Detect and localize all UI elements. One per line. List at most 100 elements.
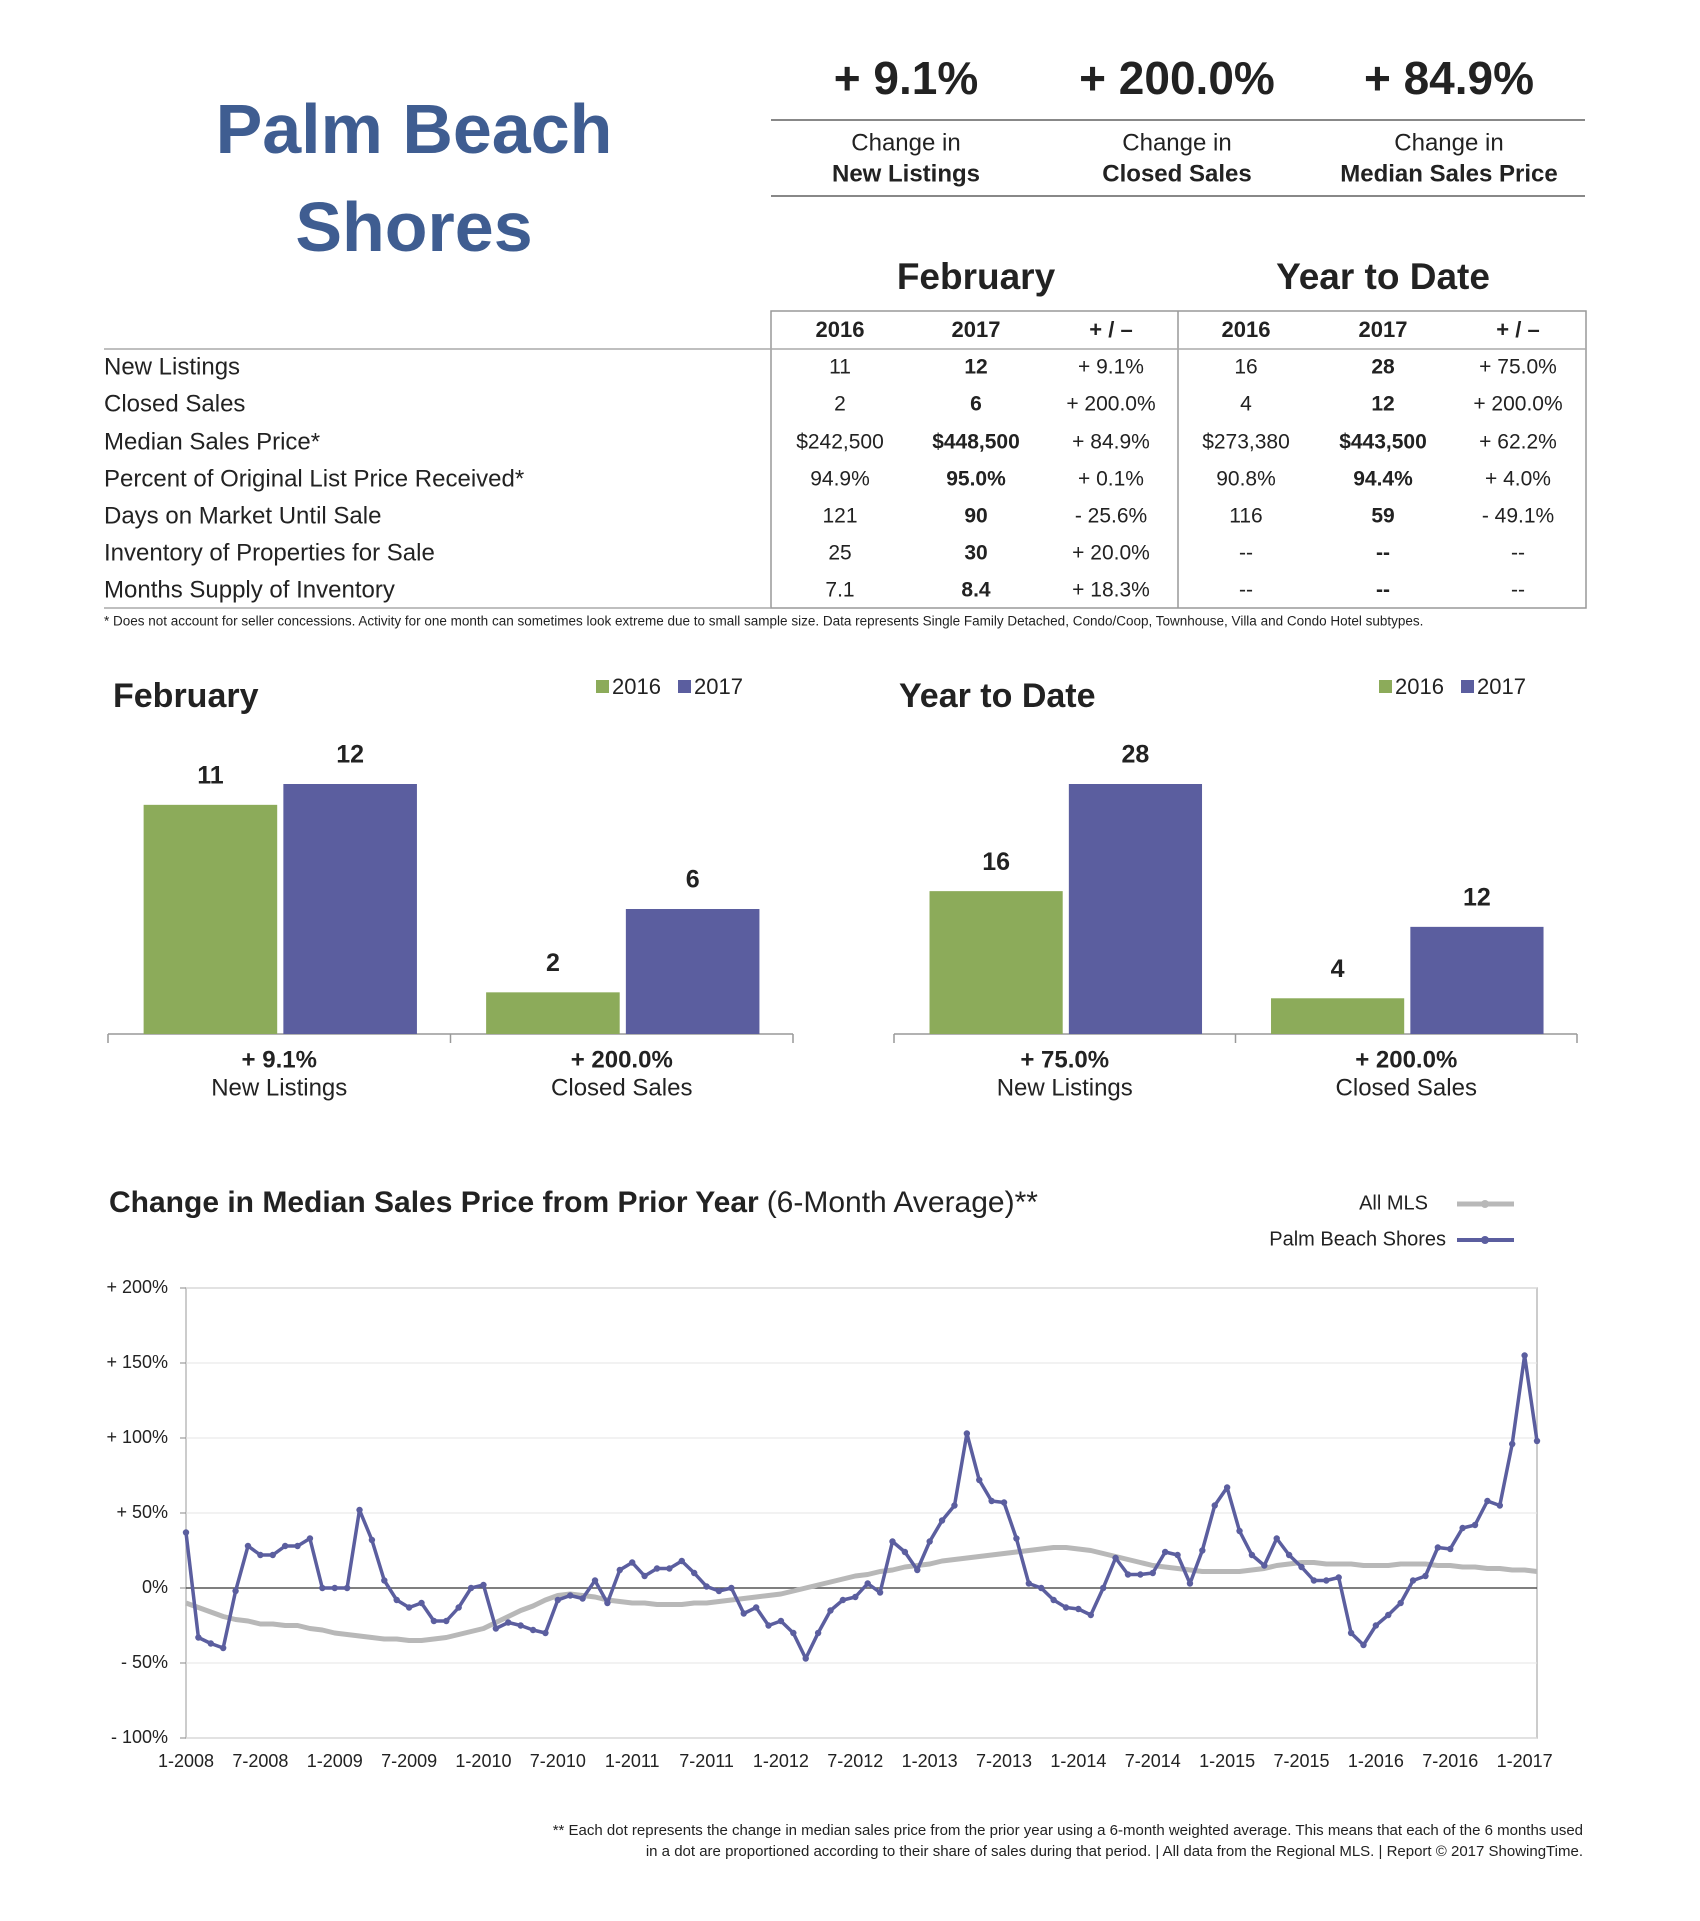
category-label: New Listings — [211, 1074, 347, 1101]
table-cell: $443,500 — [1339, 431, 1427, 454]
x-tick-label: 7-2012 — [827, 1751, 883, 1771]
value-label: 12 — [336, 741, 364, 769]
point — [356, 1506, 363, 1514]
point — [343, 1584, 351, 1592]
point — [591, 1577, 599, 1584]
point — [405, 1604, 413, 1611]
table-cell: 11 — [829, 356, 851, 379]
table-cell: + 62.2% — [1479, 431, 1557, 454]
point — [542, 1629, 549, 1637]
point — [852, 1593, 859, 1601]
summary-label: Change in — [1122, 129, 1231, 156]
table-cell: + 18.3% — [1072, 579, 1150, 602]
table-footnote: * Does not account for seller concession… — [104, 614, 1423, 629]
legend-label: 2016 — [1395, 674, 1444, 699]
point — [1124, 1571, 1132, 1578]
point — [876, 1589, 884, 1596]
row-label: New Listings — [104, 353, 240, 380]
series-line — [185, 1545, 1538, 1643]
x-tick-label: 1-2010 — [455, 1751, 511, 1771]
legend-swatch — [596, 680, 609, 693]
x-tick-label: 1-2015 — [1199, 1751, 1255, 1771]
point — [467, 1584, 475, 1592]
point — [1422, 1572, 1429, 1580]
table-cell: 12 — [964, 356, 987, 379]
point — [1471, 1521, 1479, 1529]
point — [678, 1557, 685, 1565]
point — [368, 1536, 376, 1544]
point — [1347, 1629, 1355, 1637]
x-tick-label: 1-2012 — [753, 1751, 809, 1771]
point — [1397, 1599, 1404, 1607]
point — [1323, 1577, 1330, 1584]
point — [740, 1610, 747, 1617]
table-cell: 95.0% — [946, 468, 1006, 491]
bar — [143, 804, 278, 1034]
table-cell: -- — [1239, 542, 1253, 565]
point — [827, 1607, 834, 1614]
point — [914, 1566, 921, 1574]
point — [1533, 1437, 1541, 1445]
table-column: 2016 — [1222, 317, 1271, 342]
point — [926, 1538, 933, 1545]
table-cell: 6 — [970, 393, 982, 416]
table-cell: 4 — [1240, 393, 1252, 416]
value-label: 28 — [1122, 741, 1150, 769]
table-cell: - 49.1% — [1482, 505, 1554, 528]
table-column: 2016 — [816, 317, 865, 342]
point — [1211, 1502, 1218, 1509]
legend-label: 2017 — [1477, 674, 1526, 699]
x-tick-label: 7-2011 — [679, 1751, 734, 1771]
x-tick-label: 1-2009 — [307, 1751, 363, 1771]
point — [219, 1644, 227, 1652]
point — [1360, 1641, 1367, 1649]
point — [1459, 1524, 1466, 1532]
point — [653, 1565, 661, 1572]
point — [1484, 1497, 1491, 1505]
point — [765, 1622, 772, 1629]
point — [1161, 1548, 1169, 1556]
point — [901, 1548, 909, 1556]
point — [1261, 1562, 1268, 1569]
point — [480, 1581, 487, 1589]
point — [864, 1580, 871, 1587]
title-main: Change in Median Sales Price from Prior … — [109, 1186, 759, 1219]
point — [269, 1551, 276, 1559]
point — [182, 1529, 190, 1536]
point — [430, 1617, 438, 1625]
point — [1149, 1569, 1156, 1577]
point — [1174, 1551, 1181, 1559]
table-cell: + 9.1% — [1078, 356, 1144, 379]
table-cell: 59 — [1371, 505, 1394, 528]
table-cell: + 20.0% — [1072, 542, 1150, 565]
y-tick-label: + 150% — [106, 1352, 168, 1372]
chart-title: Change in Median Sales Price from Prior … — [109, 1186, 1038, 1219]
table-cell: + 4.0% — [1485, 468, 1551, 491]
point — [1099, 1584, 1107, 1592]
point — [281, 1542, 289, 1550]
x-tick-label: 7-2016 — [1422, 1751, 1478, 1771]
point — [1000, 1499, 1008, 1506]
value-label: 11 — [197, 761, 224, 789]
point — [951, 1502, 958, 1509]
legend-label: All MLS — [1359, 1192, 1428, 1214]
point — [703, 1583, 710, 1590]
point — [752, 1604, 760, 1611]
table-cell: -- — [1511, 579, 1525, 602]
point — [505, 1619, 512, 1626]
point — [492, 1625, 500, 1632]
point — [889, 1538, 896, 1545]
value-label: 16 — [982, 848, 1010, 876]
summary-metric: Closed Sales — [1102, 160, 1251, 187]
point — [418, 1599, 425, 1607]
summary-metric: New Listings — [832, 160, 980, 187]
y-tick-label: - 50% — [121, 1652, 168, 1672]
point — [1223, 1484, 1231, 1491]
point — [455, 1604, 462, 1611]
point — [567, 1592, 574, 1599]
table-cell: 28 — [1371, 356, 1395, 379]
value-label: 2 — [546, 949, 560, 977]
x-tick-label: 1-2014 — [1050, 1751, 1106, 1771]
point — [1335, 1574, 1342, 1581]
